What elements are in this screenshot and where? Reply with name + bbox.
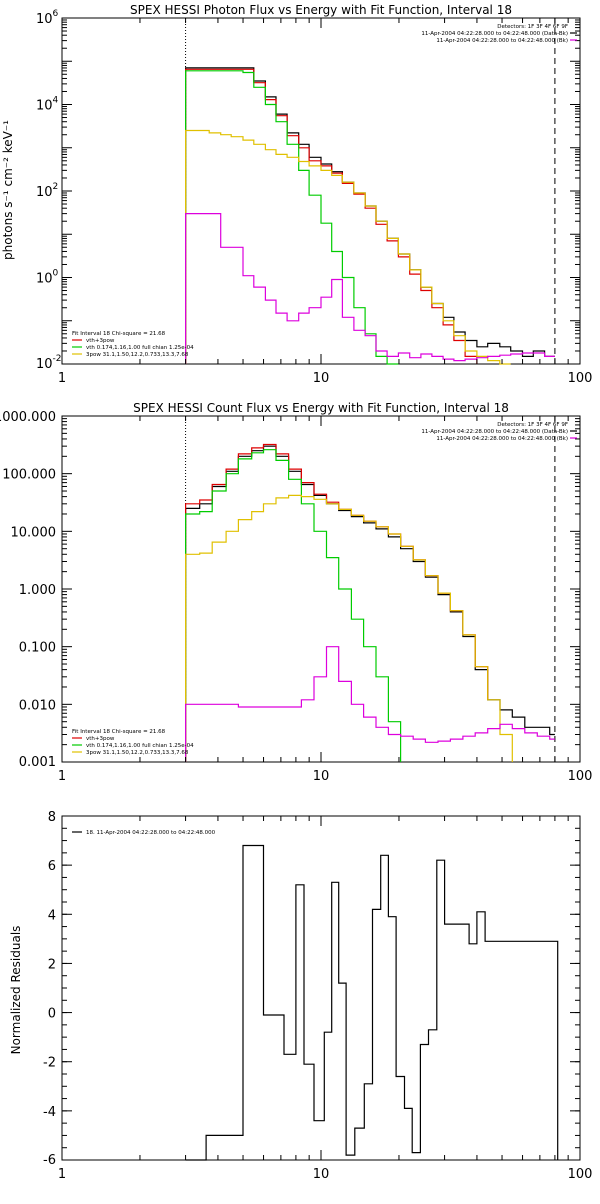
y-tick-exponent: 0	[53, 269, 59, 279]
y-tick-label: 8	[48, 810, 56, 825]
y-tick-label: 2	[48, 957, 56, 972]
x-tick-label: 10	[313, 371, 330, 386]
chart-title: SPEX HESSI Photon Flux vs Energy with Fi…	[130, 3, 512, 17]
legend-entry: Fit Interval 18 Chi-square = 21.68	[72, 331, 166, 337]
count-flux-panel: SPEX HESSI Count Flux vs Energy with Fit…	[0, 401, 592, 784]
series-line-1	[185, 443, 489, 762]
series-line-0	[185, 67, 555, 364]
y-tick-exponent: 2	[53, 182, 59, 192]
y-tick-label: 10-2	[36, 354, 62, 372]
plot-frame	[61, 17, 581, 365]
legend-entry: 11-Apr-2004 04:22:28.000 to 04:22:48.000…	[436, 436, 568, 442]
y-axis: -6 -4 -2 0 2 4 6 8	[43, 810, 580, 1168]
series-line-0	[185, 844, 559, 1161]
legend-entry: Detectors: 1F 3F 4F 6F 9F	[497, 24, 568, 30]
legend-entry: 11-Apr-2004 04:22:28.000 to 04:22:48.000…	[436, 38, 568, 44]
y-tick-label: 104	[36, 96, 59, 114]
legend-entry: Detectors: 1F 3F 4F 6F 9F	[497, 422, 568, 428]
series-group	[185, 443, 555, 762]
x-tick-label: 100	[568, 371, 593, 386]
y-tick-base: 10	[36, 99, 53, 114]
y-tick-label: 1000.000	[0, 410, 56, 425]
legend-entry: 11-Apr-2004 04:22:28.000 to 04:22:48.000…	[421, 429, 568, 435]
y-tick-base: 10	[36, 12, 53, 27]
series-line-3	[185, 129, 511, 365]
y-tick-label: 106	[36, 9, 59, 27]
y-tick-label: 0.100	[19, 641, 56, 656]
series-line-4	[185, 646, 555, 762]
x-axis: 1 10 100	[58, 816, 593, 1182]
y-tick-base: 10	[36, 185, 53, 200]
legend-entry: vth 0.174,1.16,1.00 full chian 1.25e-04	[86, 345, 194, 351]
legend-entry: 3pow 31.1,1.50,12.2,0.733,13.3,7.68	[86, 750, 189, 756]
y-tick-label: 0.001	[19, 755, 56, 770]
x-tick-label: 10	[313, 1167, 330, 1182]
x-tick-label: 100	[568, 769, 593, 784]
series-line-2	[185, 70, 399, 365]
legend-entry: 3pow 31.1,1.50,12.2,0.733,13.3,7.68	[86, 352, 189, 358]
y-tick-exponent: 6	[53, 9, 59, 19]
y-tick-label: -4	[43, 1105, 56, 1120]
series-line-1	[185, 68, 478, 364]
plot-frame	[61, 815, 581, 1161]
residuals-panel: Normalized Residuals 1 10 100 -6-4-202468 …	[9, 810, 592, 1182]
y-tick-exponent: -2	[53, 354, 62, 364]
y-tick-label: 102	[36, 182, 58, 200]
y-axis: 0.001 0.010 0.100 1.000 10.000 100.000 1000.00…	[0, 410, 580, 770]
y-tick-exponent: 4	[53, 96, 59, 106]
legend-left: 18. 11-Apr-2004 04:22:28.000 to 04:22:48…	[72, 830, 216, 836]
series-group	[185, 67, 555, 365]
y-axis-label: photons s⁻¹ cm⁻² keV⁻¹	[1, 120, 15, 260]
y-tick-label: 0	[48, 1007, 56, 1022]
x-tick-label: 100	[568, 1167, 593, 1182]
x-axis: 1 10 100	[58, 18, 593, 386]
y-tick-label: 4	[48, 908, 56, 923]
series-line-2	[185, 449, 402, 762]
legend-entry: vth+3pow	[86, 338, 115, 344]
legend-entry: Fit Interval 18 Chi-square = 21.68	[72, 729, 166, 735]
y-tick-base: 10	[36, 357, 53, 372]
y-tick-label: 10.000	[11, 525, 57, 540]
x-tick-label: 1	[58, 769, 66, 784]
legend-entry: vth 0.174,1.16,1.00 full chian 1.25e-04	[86, 743, 194, 749]
series-line-4	[185, 213, 555, 364]
y-tick-label: -2	[43, 1056, 56, 1071]
chart-title: SPEX HESSI Count Flux vs Energy with Fit…	[133, 401, 509, 415]
legend-entry: vth+3pow	[86, 736, 115, 742]
legend-entry: 18. 11-Apr-2004 04:22:28.000 to 04:22:48…	[86, 830, 216, 836]
x-tick-label: 1	[58, 371, 66, 386]
x-tick-label: 10	[313, 769, 330, 784]
y-tick-base: 10	[36, 272, 53, 287]
x-tick-label: 1	[58, 1167, 66, 1182]
y-tick-label: 1.000	[19, 583, 56, 598]
y-tick-label: 100	[36, 269, 59, 287]
legend-entry: 11-Apr-2004 04:22:28.000 to 04:22:48.000…	[421, 31, 568, 37]
y-axis-label: Normalized Residuals	[9, 926, 23, 1055]
legend-left: Fit Interval 18 Chi-square = 21.68vth+3p…	[72, 729, 194, 756]
series-group	[185, 844, 559, 1161]
y-tick-label: 0.010	[19, 698, 56, 713]
y-tick-label: 100.000	[2, 468, 56, 483]
x-axis: 1 10 100	[58, 416, 593, 784]
y-tick-label: 6	[48, 859, 56, 874]
legend-left: Fit Interval 18 Chi-square = 21.68vth+3p…	[72, 331, 194, 358]
photon-flux-panel: SPEX HESSI Photon Flux vs Energy with Fi…	[1, 3, 592, 386]
y-tick-label: -6	[43, 1153, 56, 1168]
series-line-3	[185, 494, 513, 762]
